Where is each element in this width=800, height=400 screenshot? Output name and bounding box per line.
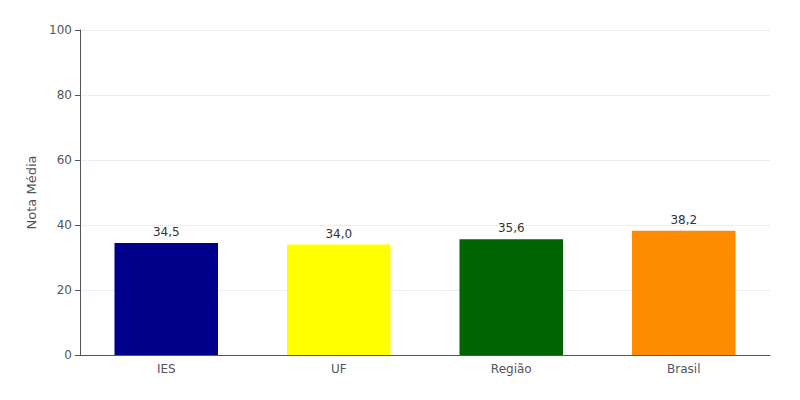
svg-text:IES: IES <box>157 362 176 376</box>
svg-text:40: 40 <box>57 218 72 232</box>
svg-text:35,6: 35,6 <box>498 221 525 235</box>
svg-text:Nota Média: Nota Média <box>24 156 39 230</box>
svg-text:34,0: 34,0 <box>325 227 352 241</box>
svg-text:100: 100 <box>49 23 72 37</box>
svg-text:Região: Região <box>491 362 532 376</box>
svg-text:60: 60 <box>57 153 72 167</box>
svg-text:34,5: 34,5 <box>153 225 180 239</box>
svg-text:UF: UF <box>331 362 347 376</box>
svg-text:0: 0 <box>64 348 72 362</box>
svg-text:80: 80 <box>57 88 72 102</box>
svg-text:Brasil: Brasil <box>667 362 700 376</box>
svg-text:20: 20 <box>57 283 72 297</box>
svg-text:38,2: 38,2 <box>670 213 697 227</box>
